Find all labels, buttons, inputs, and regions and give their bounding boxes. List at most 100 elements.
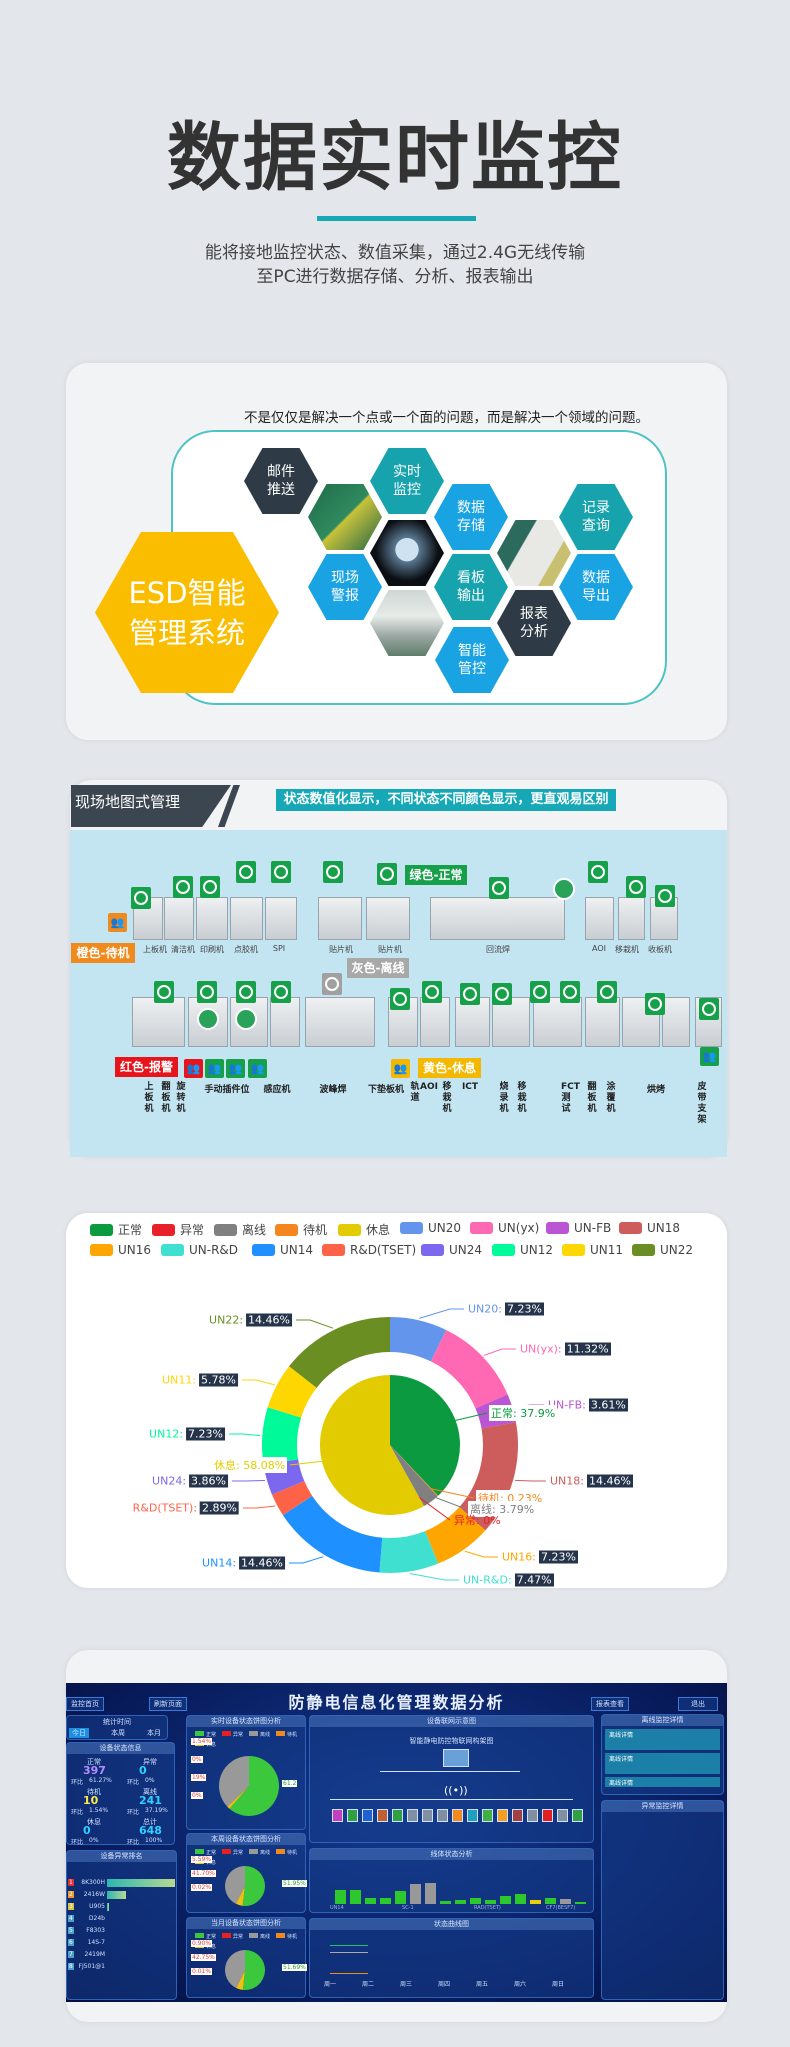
- inner-slice: [390, 1445, 439, 1497]
- home-button[interactable]: 监控首页: [66, 1697, 104, 1711]
- status-bar: [365, 1898, 376, 1904]
- legend-item[interactable]: UN16: [90, 1243, 151, 1257]
- curve-x-label: 周一: [324, 1981, 337, 1988]
- legend-item[interactable]: UN24: [421, 1243, 482, 1257]
- outer-slice: [430, 1329, 508, 1409]
- offline-item[interactable]: 离线详情: [605, 1777, 720, 1787]
- device-icon: [452, 1809, 463, 1822]
- feature-hexagon: 数据 存储: [434, 484, 508, 550]
- pie-value-label: 0.01%: [191, 1968, 213, 1975]
- legend-item[interactable]: UN-R&D: [161, 1243, 238, 1257]
- tag-orange-standby: 橙色-待机: [71, 943, 135, 963]
- legend-item[interactable]: 待机: [275, 1221, 327, 1238]
- legend-label: 休息: [206, 1860, 217, 1866]
- legend-label: 正常: [118, 1223, 143, 1237]
- legend-item[interactable]: R&D(TSET): [322, 1243, 416, 1257]
- outer-slice: [379, 1531, 439, 1573]
- leader-line: [515, 1479, 546, 1482]
- legend-item[interactable]: UN(yx): [470, 1221, 539, 1235]
- dashboard-title: 防静电信息化管理数据分析: [288, 1693, 505, 1712]
- map-headline: 状态数值化显示，不同状态不同颜色显示，更直观易区别: [276, 789, 616, 811]
- stat-ratio-label: 环比: [71, 1779, 84, 1786]
- legend-item[interactable]: 休息: [338, 1221, 390, 1238]
- line-status-title: 线体状态分析: [310, 1849, 593, 1860]
- legend-item[interactable]: 正常: [90, 1221, 142, 1238]
- leader-line: [232, 1479, 265, 1482]
- outer-slice: [282, 1495, 383, 1573]
- stat-name: 总计: [143, 1818, 157, 1826]
- data-analysis-dashboard: 防静电信息化管理数据分析 监控首页 刷新页面 报表查看 退出 统计时间 今日 本…: [66, 1683, 727, 2002]
- status-panel-title: 设备状态信息: [67, 1743, 174, 1754]
- grounding-device-icon: [560, 981, 580, 1003]
- legend-label: UN(yx): [498, 1221, 540, 1235]
- legend-label: 离线: [242, 1223, 267, 1237]
- legend-item[interactable]: 离线: [214, 1221, 266, 1238]
- mini-legend-item: 异常: [222, 1849, 243, 1856]
- data-label: UN14: 14.46%: [202, 1556, 285, 1570]
- leader-line: [289, 1556, 324, 1564]
- machine-label: 翻板机: [587, 1082, 597, 1114]
- wrist-strap-icon: 👥: [205, 1059, 224, 1078]
- machine-label: 旋转机: [176, 1082, 186, 1114]
- offline-item[interactable]: 离线详情: [605, 1753, 720, 1774]
- network-bus: [330, 1799, 573, 1800]
- machine: [270, 997, 300, 1047]
- legend-label: UN20: [428, 1221, 462, 1235]
- legend-item[interactable]: UN14: [252, 1243, 313, 1257]
- legend-item[interactable]: UN18: [619, 1221, 680, 1235]
- legend-item[interactable]: UN12: [492, 1243, 553, 1257]
- feature-label-line1: 数据: [457, 500, 485, 516]
- leader-line: [445, 1412, 488, 1424]
- alarm-detail-panel: 异常监控详情: [601, 1800, 724, 2000]
- grounding-device-icon: [131, 887, 151, 909]
- status-bar: [575, 1902, 586, 1904]
- feature-label-line1: 记录: [582, 500, 610, 516]
- machine: [230, 897, 263, 940]
- offline-item[interactable]: 离线详情: [605, 1729, 720, 1750]
- report-button[interactable]: 报表查看: [591, 1697, 629, 1711]
- legend-swatch: [214, 1223, 237, 1236]
- tab-month[interactable]: 本月: [147, 1729, 161, 1737]
- legend-item[interactable]: UN20: [400, 1221, 461, 1235]
- legend-label: UN22: [660, 1243, 694, 1257]
- machine-label: 下垫板机: [367, 1085, 405, 1095]
- feature-label: 报表 分析: [520, 605, 548, 641]
- mini-legend-item: 正常: [195, 1731, 216, 1738]
- label-name: UN14: [202, 1556, 233, 1570]
- legend-item[interactable]: UN-FB: [546, 1221, 611, 1235]
- legend-swatch: [195, 1849, 204, 1854]
- label-colon: :: [193, 1501, 198, 1515]
- pie-value-label: 51.69%: [282, 1964, 307, 1971]
- legend-item[interactable]: 异常: [152, 1221, 204, 1238]
- label-colon: :: [232, 1556, 237, 1570]
- legend-label: UN12: [520, 1243, 554, 1257]
- refresh-button[interactable]: 刷新页面: [149, 1697, 187, 1711]
- status-bar: [485, 1900, 496, 1904]
- feature-label-line2: 导出: [582, 588, 610, 604]
- label-name: UN20: [468, 1302, 499, 1316]
- stat-ratio: 61.27%: [89, 1777, 112, 1784]
- exit-button[interactable]: 退出: [678, 1697, 718, 1711]
- mini-legend-item: 异常: [222, 1933, 243, 1940]
- legend-item[interactable]: UN11: [562, 1243, 623, 1257]
- legend-label: 正常: [206, 1850, 217, 1856]
- pie-value-label: 0%: [191, 1792, 203, 1799]
- grounding-device-icon: [154, 981, 174, 1003]
- feature-hexagon: 现场 警报: [308, 554, 382, 620]
- tab-week[interactable]: 本周: [111, 1729, 125, 1737]
- grounding-device-icon: [200, 876, 220, 898]
- status-bar: [335, 1890, 346, 1904]
- legend-item[interactable]: UN22: [632, 1243, 693, 1257]
- legend-swatch: [421, 1244, 444, 1256]
- grounding-device-icon: [588, 861, 608, 883]
- feature-label-line2: 推送: [267, 482, 295, 498]
- data-label: 离线: 3.79%: [468, 1501, 537, 1517]
- device-icon: [512, 1809, 523, 1822]
- label-value: 3.61%: [588, 1398, 628, 1412]
- pie-value-label: 41.70%: [191, 1870, 216, 1877]
- pie-value-label: 0.90%: [191, 1940, 213, 1947]
- tab-today[interactable]: 今日: [69, 1728, 89, 1738]
- label-value: 14.46%: [587, 1474, 633, 1488]
- machine-label: 移栽机: [517, 1082, 527, 1114]
- monitor-screen-photo: [370, 520, 444, 586]
